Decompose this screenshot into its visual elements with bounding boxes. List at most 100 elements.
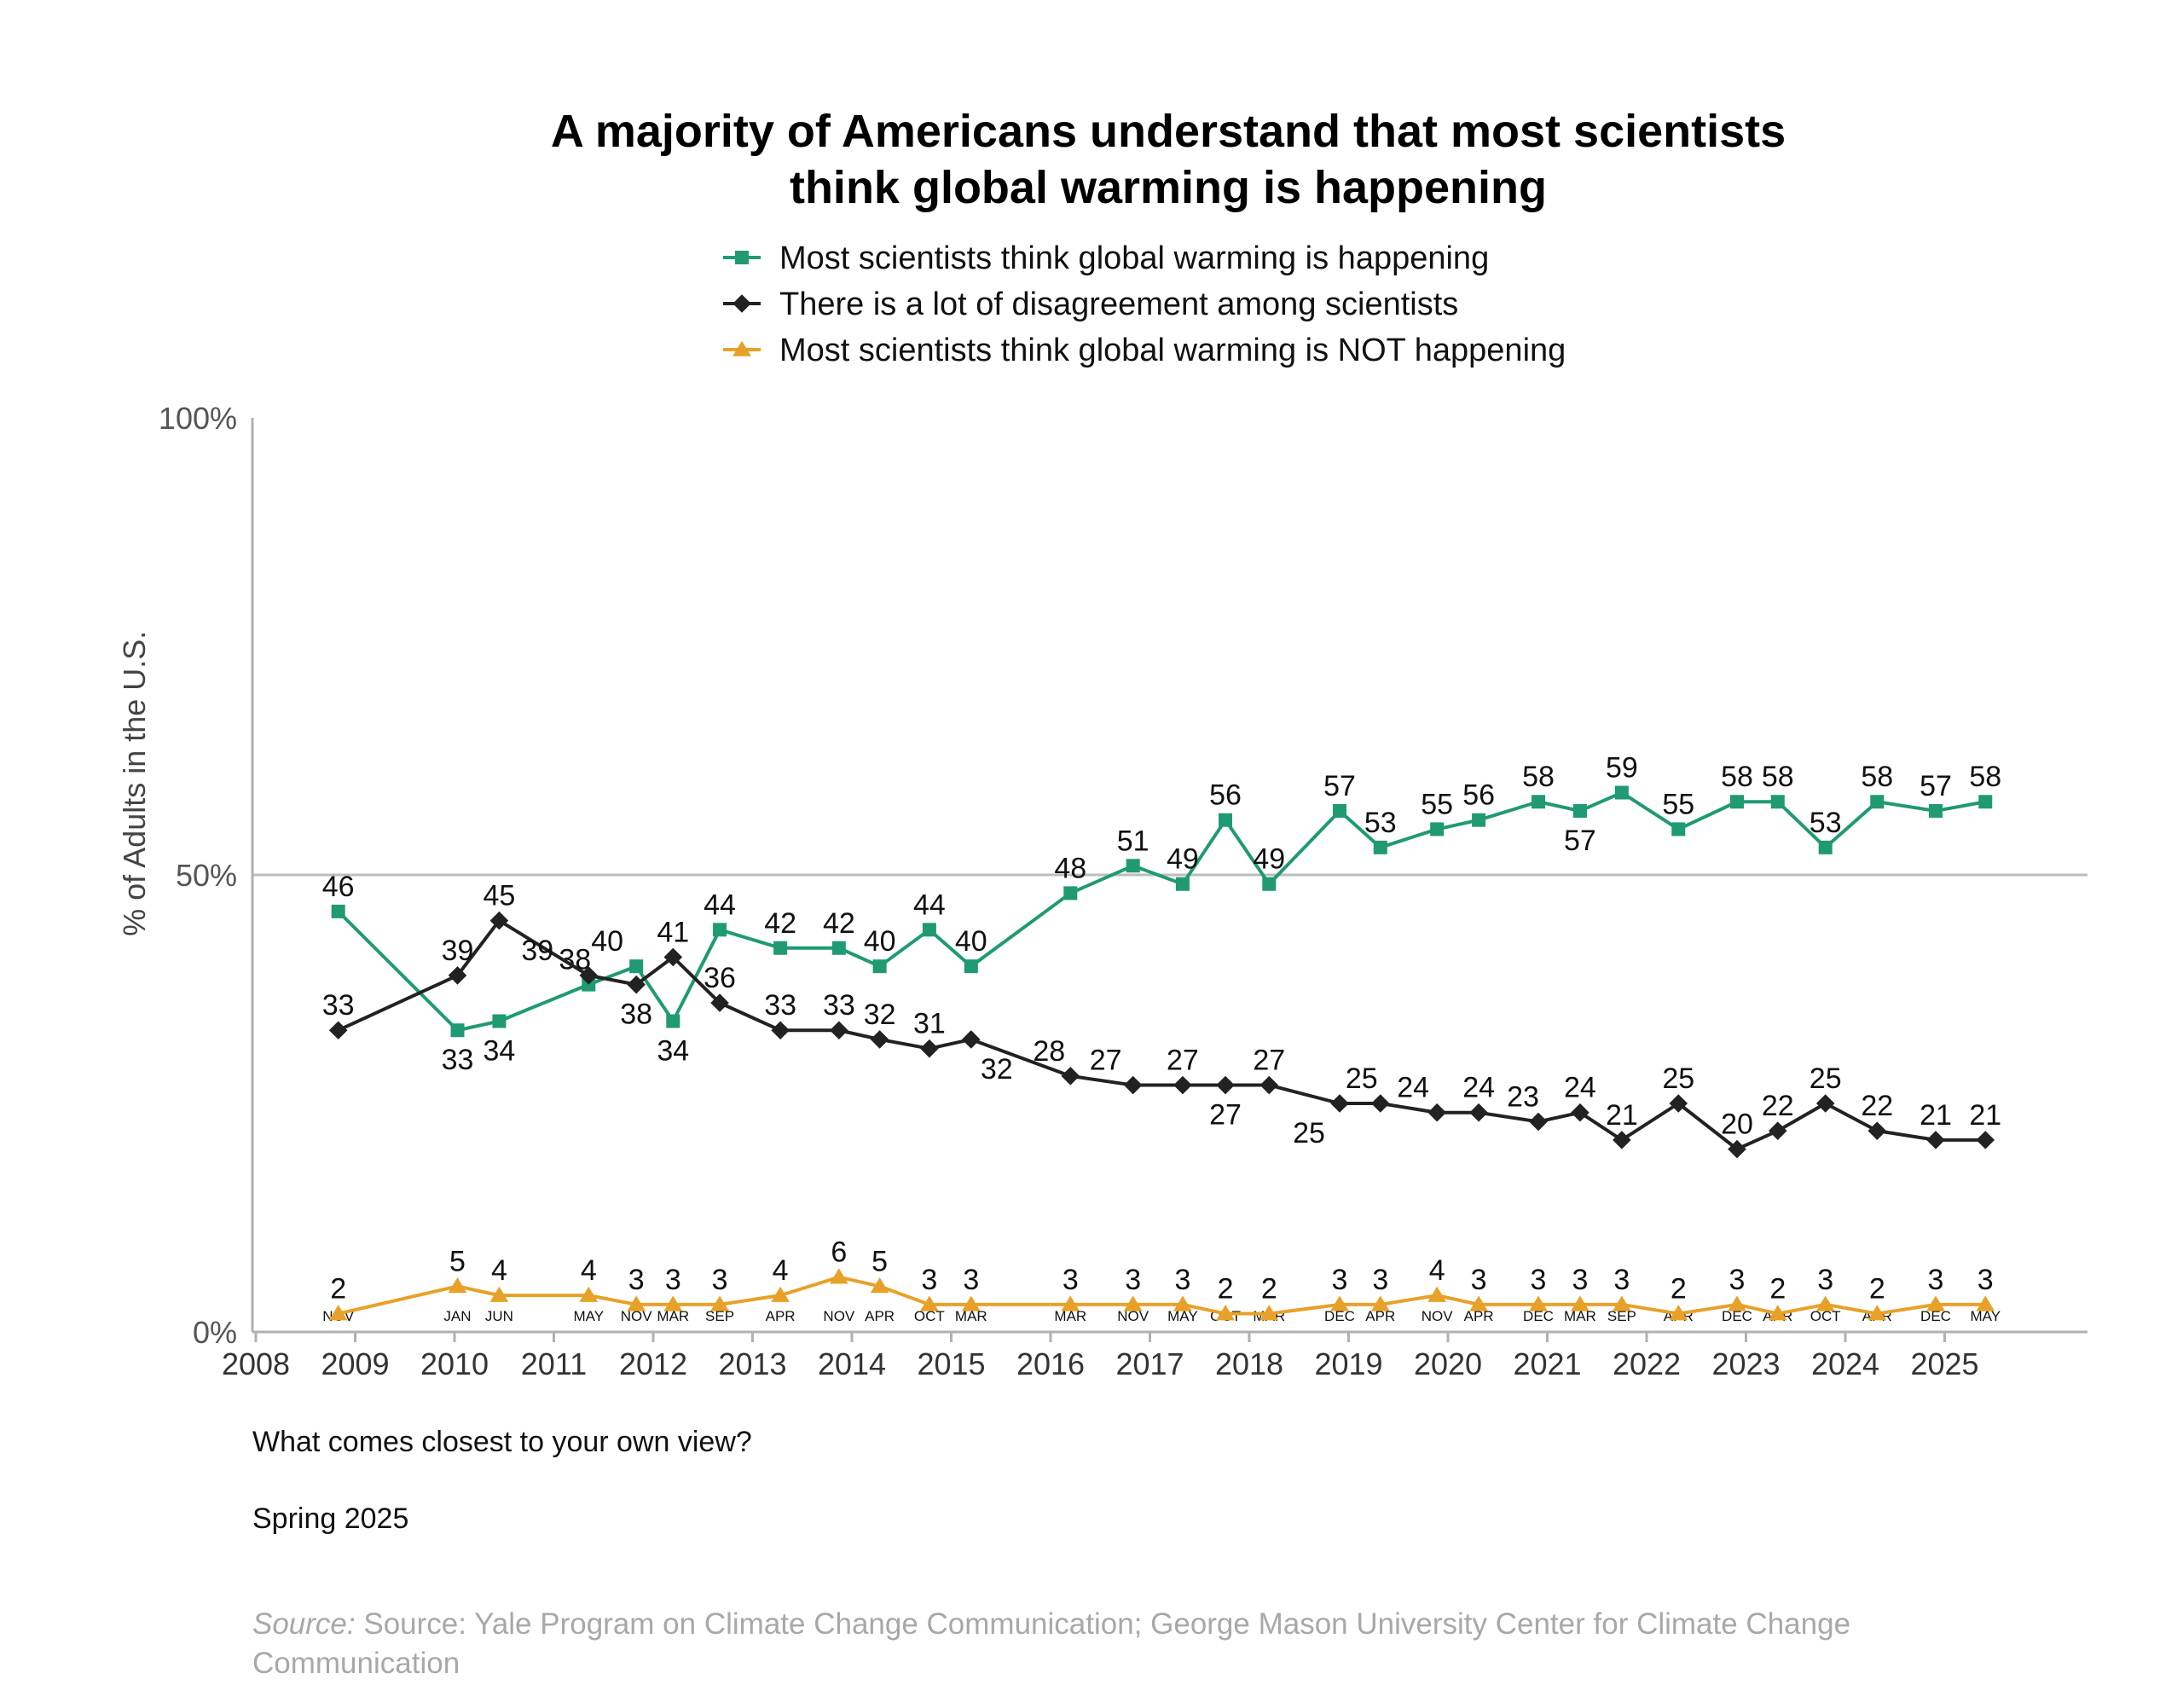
data-point bbox=[1870, 795, 1885, 809]
x-tick-label: 2009 bbox=[321, 1346, 389, 1381]
data-point bbox=[710, 993, 729, 1012]
data-point bbox=[870, 1030, 889, 1049]
series: 25 4 4 3 3 3 46 53 3 3 3 3 2 2 3 3 4 3 3 3 3 2 3 2 3 2 3 3 bbox=[328, 1236, 1995, 1321]
data-label: 58 bbox=[1762, 761, 1794, 793]
survey-month-label: NOV bbox=[823, 1308, 855, 1324]
data-point bbox=[713, 923, 727, 937]
data-label: 3 bbox=[1174, 1264, 1190, 1296]
survey-month-label: DEC bbox=[1920, 1308, 1951, 1324]
data-label: 38 bbox=[620, 999, 652, 1031]
data-label: 3 bbox=[1817, 1264, 1833, 1296]
x-tick-label: 2017 bbox=[1115, 1346, 1184, 1381]
data-label: 53 bbox=[1364, 807, 1397, 839]
survey-month-label: MAY bbox=[573, 1308, 604, 1324]
data-label: 59 bbox=[1606, 752, 1638, 785]
data-label: 32 bbox=[864, 999, 896, 1031]
y-axis-title: % of Adults in the U.S. bbox=[117, 631, 152, 936]
data-label: 51 bbox=[1117, 825, 1149, 857]
legend-item: Most scientists think global warming is … bbox=[723, 333, 1566, 368]
survey-month-label: APR bbox=[1365, 1308, 1395, 1324]
chart-title: A majority of Americans understand that … bbox=[551, 106, 1786, 213]
data-label: 2 bbox=[1671, 1273, 1687, 1306]
data-label: 58 bbox=[1861, 761, 1893, 793]
data-label: 44 bbox=[704, 889, 736, 921]
data-label: 24 bbox=[1397, 1072, 1429, 1104]
data-label: 3 bbox=[712, 1264, 728, 1296]
data-point bbox=[1613, 1131, 1631, 1149]
data-point bbox=[1469, 1103, 1488, 1122]
data-label: 2 bbox=[330, 1273, 346, 1306]
data-label: 40 bbox=[864, 925, 896, 958]
data-point bbox=[1671, 822, 1686, 837]
data-point bbox=[1976, 1295, 1995, 1311]
survey-month-label: MAR bbox=[1054, 1308, 1086, 1324]
data-label: 21 bbox=[1606, 1099, 1638, 1132]
data-label: 3 bbox=[921, 1264, 937, 1296]
data-point bbox=[1770, 795, 1785, 809]
data-label: 32 bbox=[981, 1053, 1013, 1086]
chart-footer: What comes closest to your own view? Spri… bbox=[252, 1426, 1850, 1680]
data-point bbox=[1728, 1139, 1746, 1159]
survey-month-label: MAR bbox=[1564, 1308, 1596, 1324]
data-point bbox=[489, 1286, 509, 1302]
data-point bbox=[663, 1295, 683, 1311]
data-label: 49 bbox=[1167, 843, 1199, 876]
data-point bbox=[663, 947, 683, 967]
data-label: 55 bbox=[1421, 788, 1453, 820]
data-label: 5 bbox=[871, 1245, 888, 1277]
data-point bbox=[1126, 859, 1140, 873]
x-tick-label: 2019 bbox=[1314, 1346, 1382, 1381]
data-point bbox=[1216, 1075, 1235, 1095]
data-label: 23 bbox=[1507, 1080, 1539, 1113]
data-label: 5 bbox=[449, 1245, 466, 1277]
data-point bbox=[1063, 886, 1078, 900]
data-point bbox=[1219, 813, 1233, 827]
data-label: 4 bbox=[773, 1254, 789, 1287]
legend-item: There is a lot of disagreement among sci… bbox=[723, 287, 1458, 322]
data-point bbox=[1532, 795, 1546, 809]
data-point bbox=[1259, 1305, 1279, 1321]
y-tick-label: 0% bbox=[193, 1315, 237, 1350]
survey-month-label: MAR bbox=[955, 1308, 987, 1324]
data-point bbox=[1427, 1286, 1447, 1302]
data-label: 57 bbox=[1920, 770, 1952, 802]
data-point bbox=[1768, 1305, 1787, 1321]
legend-marker bbox=[732, 340, 751, 356]
data-label: 36 bbox=[704, 962, 736, 994]
data-point bbox=[1216, 1305, 1235, 1321]
data-label: 58 bbox=[1969, 761, 2001, 793]
data-point bbox=[1976, 1131, 1995, 1149]
data-point bbox=[962, 1030, 981, 1049]
data-label: 27 bbox=[1167, 1045, 1199, 1077]
survey-month-label: MAY bbox=[1970, 1308, 2001, 1324]
data-label: 25 bbox=[1346, 1062, 1378, 1095]
data-point bbox=[1818, 840, 1833, 854]
data-point bbox=[1123, 1075, 1143, 1095]
data-label: 20 bbox=[1721, 1109, 1753, 1141]
data-label: 53 bbox=[1810, 807, 1842, 839]
data-point bbox=[1728, 1295, 1746, 1311]
data-point bbox=[1529, 1112, 1548, 1132]
data-point bbox=[1669, 1094, 1688, 1113]
data-point bbox=[1173, 1295, 1192, 1311]
data-point bbox=[448, 1277, 467, 1294]
data-label: 3 bbox=[1572, 1264, 1588, 1296]
data-point bbox=[1815, 1295, 1835, 1311]
data-label: 42 bbox=[764, 907, 796, 940]
data-point bbox=[450, 1023, 465, 1038]
data-point bbox=[1529, 1295, 1548, 1311]
data-point bbox=[1330, 1094, 1349, 1113]
data-point bbox=[629, 959, 644, 974]
survey-month-label: OCT bbox=[1810, 1308, 1841, 1324]
data-label: 33 bbox=[823, 989, 855, 1022]
series-line bbox=[337, 790, 1986, 1033]
data-label: 48 bbox=[1054, 852, 1086, 884]
data-label: 3 bbox=[1125, 1264, 1141, 1296]
survey-month-label: OCT bbox=[914, 1308, 945, 1324]
data-label: 2 bbox=[1218, 1273, 1234, 1306]
legend-label: Most scientists think global warming is … bbox=[779, 333, 1566, 368]
data-label: 56 bbox=[1209, 779, 1242, 812]
data-point bbox=[579, 966, 599, 985]
